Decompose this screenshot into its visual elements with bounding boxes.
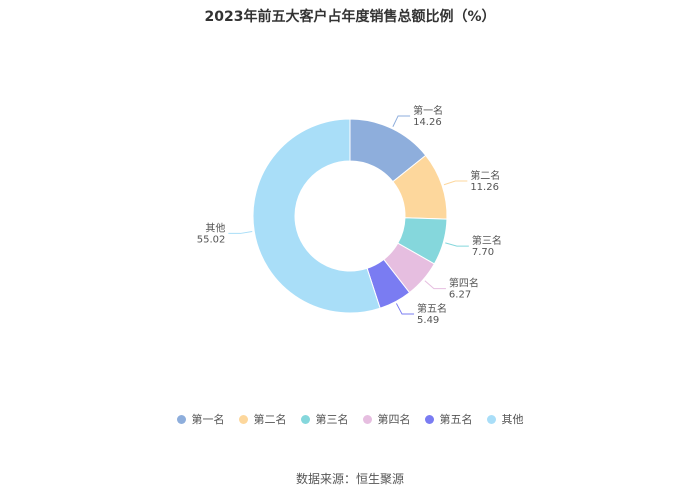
legend-item-6[interactable]: 其他 — [486, 411, 524, 427]
donut-slice-6 — [252, 118, 381, 314]
legend-label: 第一名 — [191, 413, 225, 426]
legend-label: 第五名 — [439, 413, 473, 426]
chart-title: 2023年前五大客户占年度销售总额比例（%） — [204, 9, 496, 25]
slice-label-value-5: 5.49 — [417, 315, 439, 326]
slice-label-value-6: 55.02 — [197, 234, 226, 245]
legend-label: 第二名 — [253, 413, 287, 426]
slice-label-name-2: 第二名 — [470, 169, 500, 182]
legend: 第一名 第二名 第三名 第四名 第五名 其他 — [0, 411, 700, 427]
slice-label-name-4: 第四名 — [449, 277, 479, 290]
legend-marker-icon — [486, 414, 496, 424]
slice-label-value-1: 14.26 — [413, 117, 442, 128]
legend-marker-icon — [238, 414, 248, 424]
slice-label-name-5: 第五名 — [417, 302, 447, 315]
slice-label-name-6: 其他 — [205, 221, 225, 234]
slice-label-value-4: 6.27 — [449, 290, 471, 301]
leader-line-2 — [443, 180, 468, 186]
slice-label-name-1: 第一名 — [413, 104, 443, 117]
legend-marker-icon — [362, 414, 372, 424]
legend-label: 其他 — [501, 413, 524, 426]
legend-item-1[interactable]: 第一名 — [176, 411, 225, 427]
legend-marker-icon — [300, 414, 310, 424]
legend-item-3[interactable]: 第三名 — [300, 411, 349, 427]
legend-item-5[interactable]: 第五名 — [424, 411, 473, 427]
leader-line-6 — [228, 231, 253, 234]
slice-label-name-3: 第三名 — [472, 234, 502, 247]
legend-marker-icon — [176, 414, 186, 424]
legend-marker-icon — [424, 414, 434, 424]
leader-line-3 — [445, 242, 469, 247]
legend-label: 第三名 — [315, 413, 349, 426]
legend-item-2[interactable]: 第二名 — [238, 411, 287, 427]
slice-label-value-2: 11.26 — [470, 182, 499, 193]
leader-lines-group — [228, 115, 469, 315]
leader-line-4 — [424, 280, 446, 290]
leader-line-1 — [392, 115, 411, 127]
legend-label: 第四名 — [377, 413, 411, 426]
slice-label-value-3: 7.70 — [472, 247, 494, 258]
leader-line-5 — [395, 303, 415, 315]
legend-item-4[interactable]: 第四名 — [362, 411, 411, 427]
data-source: 数据来源：恒生聚源 — [295, 472, 404, 486]
slices-group — [252, 118, 448, 314]
